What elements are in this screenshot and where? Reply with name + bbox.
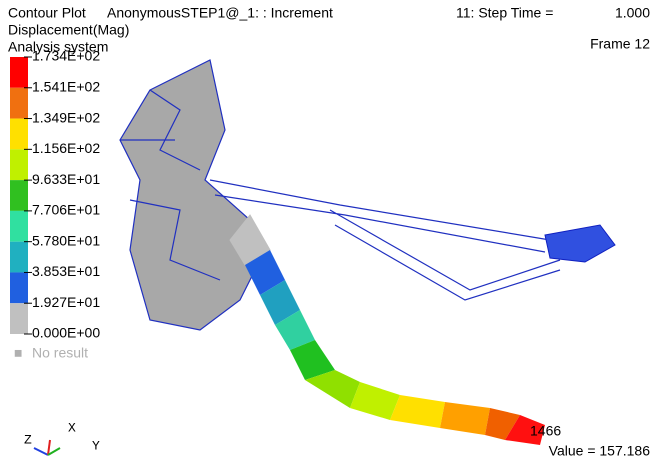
legend-band — [10, 57, 28, 88]
frame: Frame 12 — [590, 36, 650, 52]
legend-band — [10, 88, 28, 119]
no-result-label: No result — [32, 345, 88, 361]
legend-label: 7.706E+01 — [32, 202, 100, 218]
legend-label: 0.000E+00 — [32, 325, 100, 341]
step-time: 1.000 — [615, 5, 650, 21]
model — [120, 60, 615, 445]
viewport: 1.734E+021.541E+021.349E+021.156E+029.63… — [0, 0, 659, 468]
triad-y: Y — [92, 438, 100, 453]
legend-label: 3.853E+01 — [32, 263, 100, 279]
legend-band — [10, 119, 28, 150]
model-name: AnonymousSTEP1@_1: : Increment — [107, 5, 333, 21]
triad-x: X — [68, 420, 76, 435]
graphics-area: 1.734E+021.541E+021.349E+021.156E+029.63… — [0, 0, 659, 468]
legend-band — [10, 242, 28, 273]
plot-title: Contour Plot — [8, 5, 86, 21]
legend-band — [10, 272, 28, 303]
legend-label: 1.541E+02 — [32, 78, 100, 94]
step-label: 11: Step Time = — [456, 5, 553, 21]
legend-label: 5.780E+01 — [32, 232, 100, 248]
legend-band — [10, 149, 28, 180]
legend-band — [10, 180, 28, 211]
legend-label: 9.633E+01 — [32, 171, 100, 187]
legend-label: 1.927E+01 — [32, 294, 100, 310]
legend-band — [10, 303, 28, 334]
legend-label: 1.349E+02 — [32, 109, 100, 125]
legend: 1.734E+021.541E+021.349E+021.156E+029.63… — [10, 48, 100, 341]
legend-label: 1.156E+02 — [32, 140, 100, 156]
triad: Z X Y — [24, 420, 100, 455]
triad-z: Z — [24, 432, 32, 447]
no-result-swatch: ■ — [14, 345, 22, 361]
probe-node: 1466 — [530, 423, 561, 439]
quantity: Displacement(Mag) — [8, 22, 129, 38]
system: Analysis system — [8, 39, 108, 55]
legend-band — [10, 211, 28, 242]
probe-value: Value = 157.186 — [549, 443, 651, 459]
